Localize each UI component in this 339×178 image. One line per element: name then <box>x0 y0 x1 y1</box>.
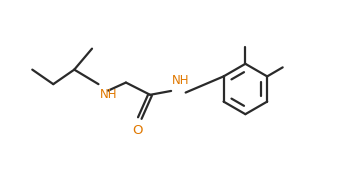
Text: NH: NH <box>100 88 117 101</box>
Text: NH: NH <box>172 74 189 87</box>
Text: O: O <box>132 124 142 137</box>
